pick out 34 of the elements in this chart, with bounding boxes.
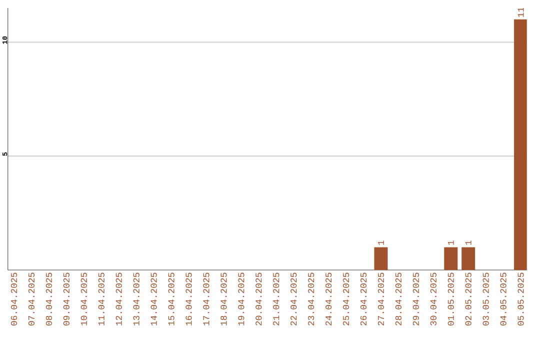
x-tick-label: 25.04.2025 xyxy=(342,272,350,326)
x-tick-label: 03.05.2025 xyxy=(482,272,489,326)
x-tick-label: 21.04.2025 xyxy=(273,272,280,326)
x-tick-label: 28.04.2025 xyxy=(395,272,402,326)
x-tick-label: 23.04.2025 xyxy=(308,272,314,326)
x-tick-label: 02.05.2025 xyxy=(465,272,472,326)
data-label: 1 xyxy=(378,240,384,245)
x-tick-label: 01.05.2025 xyxy=(448,272,454,326)
x-tick-label: 16.04.2025 xyxy=(186,272,192,326)
x-tick-label: 30.04.2025 xyxy=(430,272,436,326)
x-tick-label: 11.04.2025 xyxy=(98,272,104,326)
x-tick-label: 18.04.2025 xyxy=(220,272,227,326)
x-tick-label: 19.04.2025 xyxy=(238,272,244,326)
x-tick-label: 13.04.2025 xyxy=(133,272,140,326)
x-tick-label: 08.04.2025 xyxy=(46,272,52,326)
x-tick-label: 15.04.2025 xyxy=(168,272,174,326)
data-label: 1 xyxy=(465,240,472,245)
x-tick-label: 22.04.2025 xyxy=(290,272,297,326)
x-tick-label: 06.04.2025 xyxy=(10,272,18,326)
x-tick-label: 09.04.2025 xyxy=(63,272,70,326)
x-tick-label: 20.04.2025 xyxy=(256,272,262,326)
data-label: 1 xyxy=(448,240,454,245)
x-tick-label: 27.04.2025 xyxy=(378,272,384,326)
x-tick-label: 14.04.2025 xyxy=(150,272,157,326)
x-tick-label: 05.05.2025 xyxy=(518,272,524,326)
x-tick-label: 04.05.2025 xyxy=(500,272,506,326)
x-tick-label: 10.04.2025 xyxy=(80,272,87,326)
x-tick-label: 24.04.2025 xyxy=(326,272,332,326)
x-tick-label: 26.04.2025 xyxy=(360,272,367,326)
x-tick-label: 12.04.2025 xyxy=(116,272,122,326)
data-label: 11 xyxy=(518,7,524,18)
x-tick-label: 07.04.2025 xyxy=(28,272,35,326)
x-tick-label: 29.04.2025 xyxy=(412,272,419,326)
x-tick-label: 17.04.2025 xyxy=(203,272,210,326)
